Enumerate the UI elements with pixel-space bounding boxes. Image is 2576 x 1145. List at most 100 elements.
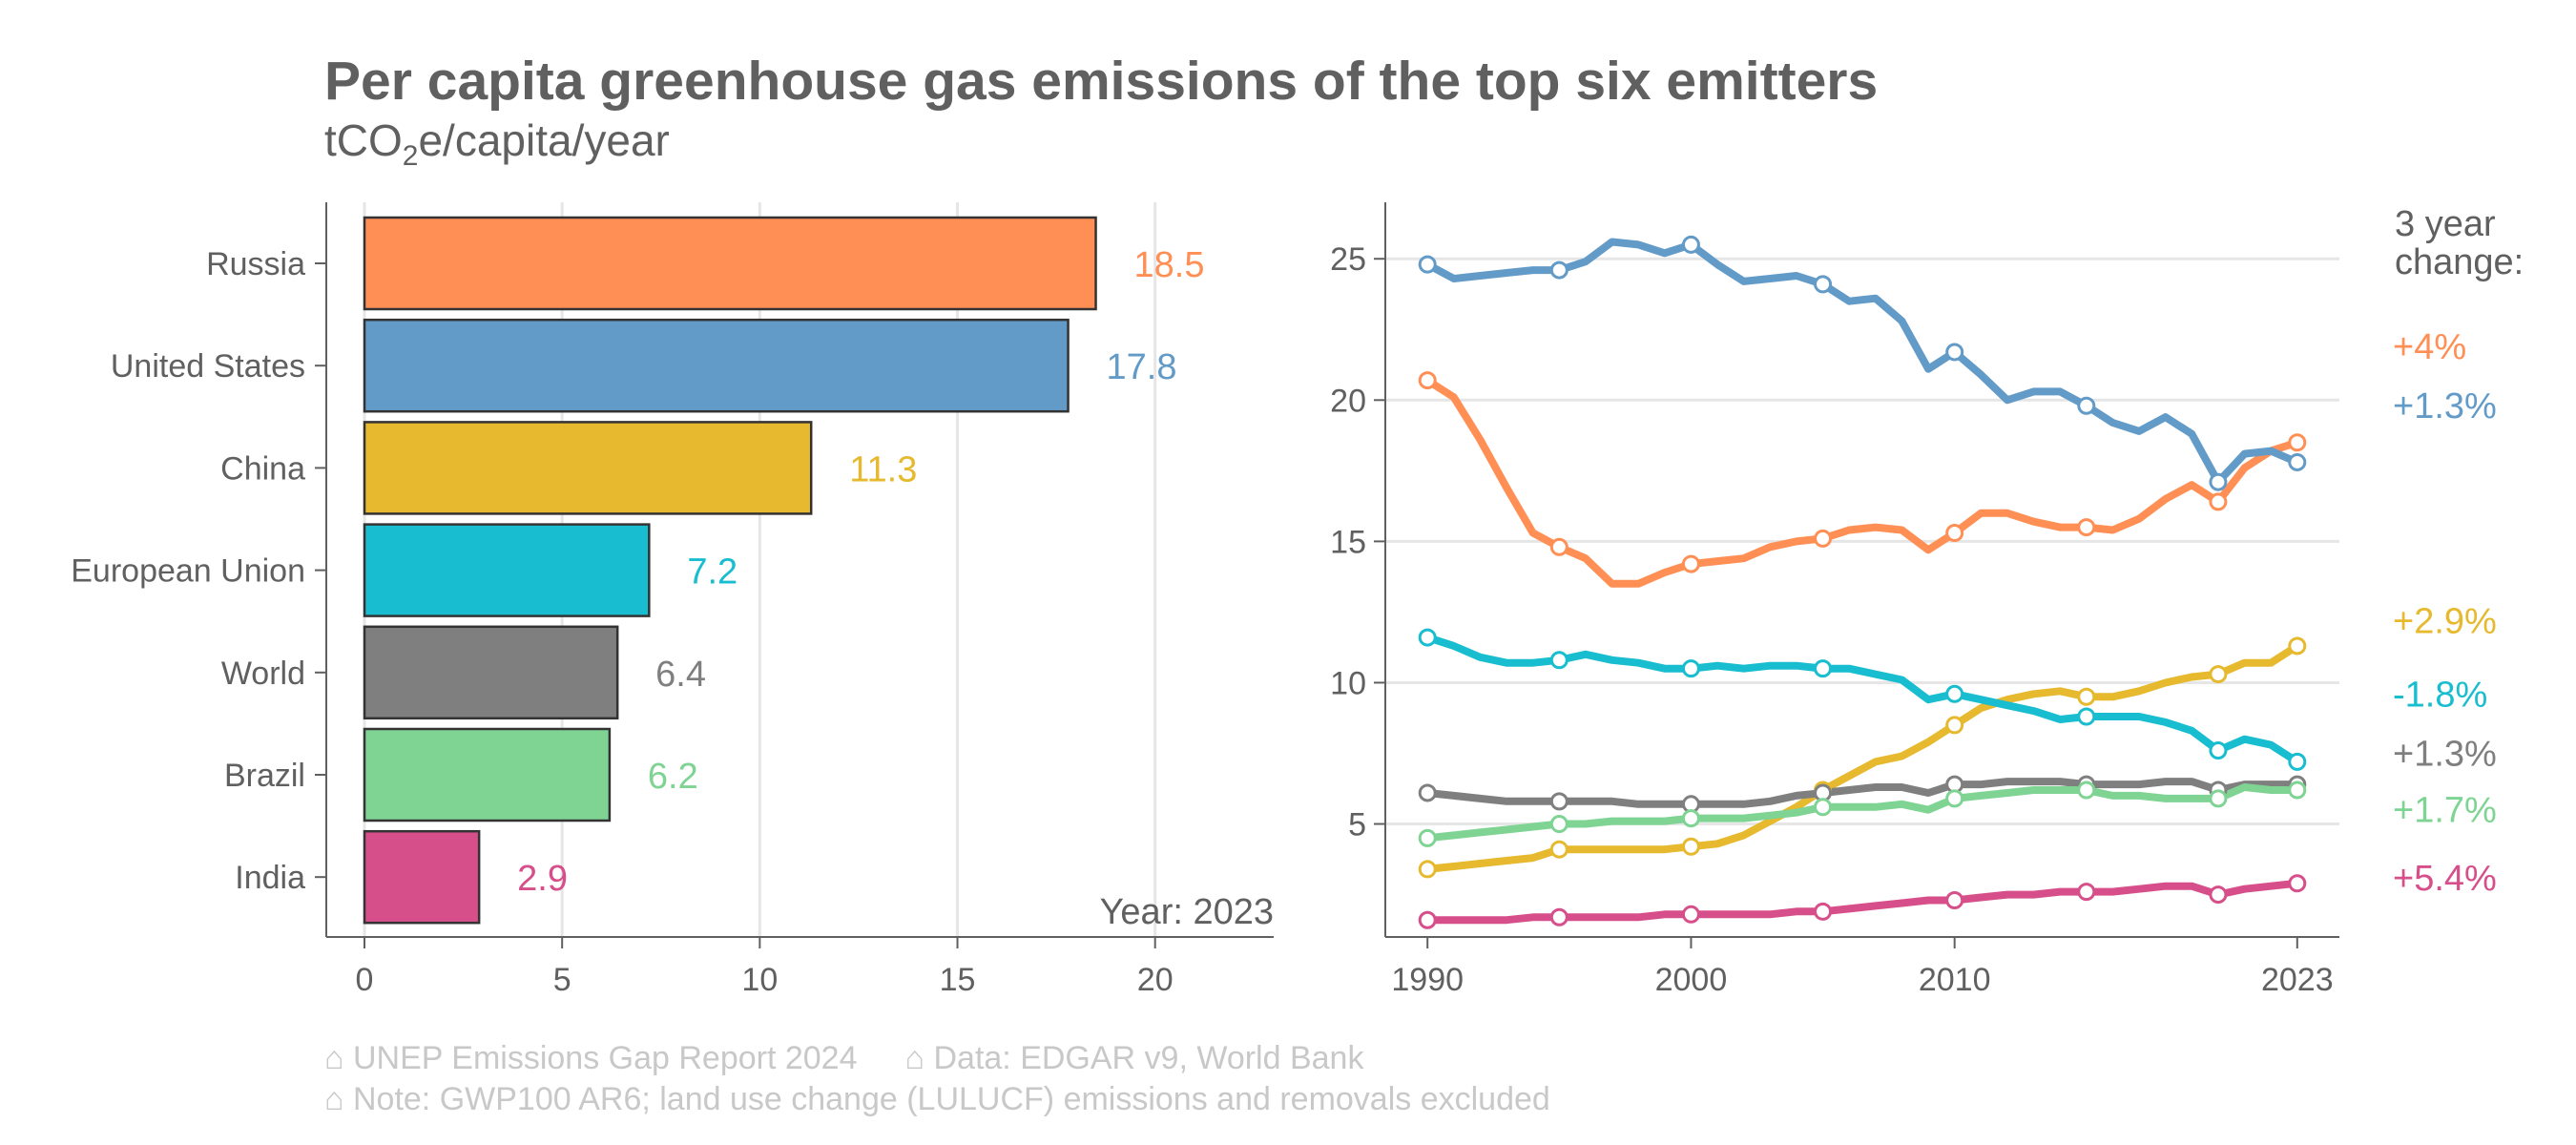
subtitle-suffix: e/capita/year <box>418 115 670 165</box>
x-tick-label: 2023 <box>2261 962 2334 998</box>
chart-subtitle: tCO2e/capita/year <box>324 114 670 173</box>
series-marker-russia <box>1814 529 1833 548</box>
category-label: World <box>221 656 305 692</box>
bar-value-label: 11.3 <box>849 449 917 489</box>
series-marker-brazil <box>1418 828 1437 847</box>
category-label: European Union <box>71 553 305 590</box>
x-tick-label: 10 <box>741 962 778 998</box>
series-marker-russia <box>2288 433 2307 452</box>
subtitle-prefix: tCO <box>324 115 403 165</box>
series-marker-european-union <box>1418 628 1437 647</box>
bar-brazil <box>363 727 612 822</box>
change-label-india: +5.4% <box>2393 859 2497 899</box>
series-marker-european-union <box>2077 707 2096 726</box>
category-label: India <box>235 860 305 896</box>
bar-european-union <box>363 523 651 617</box>
subtitle-subscript: 2 <box>402 140 419 173</box>
change-label-european-union: -1.8% <box>2393 675 2487 715</box>
change-label-china: +2.9% <box>2393 601 2497 641</box>
series-marker-russia <box>1681 554 1700 573</box>
series-marker-china <box>1549 840 1568 859</box>
line-chart-panel: 5 10 15 20 25 1990 2000 2010 2023 +4% +1.3% +2.9% -1… <box>1330 202 2524 998</box>
series-marker-european-union <box>1814 659 1833 678</box>
x-tick-label: 1990 <box>1391 962 1464 998</box>
series-marker-european-union <box>2209 741 2228 760</box>
series-marker-united-states <box>1418 255 1437 274</box>
series-marker-china <box>1418 860 1437 879</box>
x-tick-label: 0 <box>356 962 374 998</box>
series-marker-european-union <box>1681 659 1700 678</box>
x-tick-label: 2000 <box>1655 962 1728 998</box>
y-tick-label: 5 <box>1348 807 1366 843</box>
change-legend-title: change: <box>2395 242 2524 282</box>
footer-data: ⌂ Data: EDGAR v9, World Bank <box>904 1040 1364 1076</box>
series-marker-united-states <box>1814 275 1833 294</box>
series-marker-russia <box>1549 537 1568 556</box>
series-marker-united-states <box>2077 396 2096 415</box>
category-label: China <box>220 450 305 487</box>
y-tick-label: 25 <box>1330 241 1366 278</box>
bar-value-label: 17.8 <box>1107 347 1177 387</box>
series-marker-china <box>2209 665 2228 684</box>
series-line-world <box>1423 778 2301 808</box>
series-line-china <box>1423 642 2301 873</box>
change-legend-title: 3 year <box>2395 204 2496 244</box>
series-marker-china <box>2077 687 2096 706</box>
footer-note: ⌂ Note: GWP100 AR6; land use change (LUL… <box>324 1081 1550 1117</box>
series-line-united-states <box>1423 238 2301 487</box>
series-marker-united-states <box>1945 343 1964 362</box>
x-tick-label: 20 <box>1137 962 1174 998</box>
series-marker-brazil <box>1681 809 1700 828</box>
x-tick-label: 15 <box>940 962 976 998</box>
series-line-european-union <box>1423 634 2301 766</box>
series-marker-russia <box>2077 518 2096 537</box>
footer-sources: ⌂ UNEP Emissions Gap Report 2024 ⌂ Data: … <box>324 1040 1363 1077</box>
y-tick-label: 10 <box>1330 665 1366 701</box>
series-marker-russia <box>1945 524 1964 542</box>
series-line-russia <box>1423 376 2301 588</box>
series-marker-china <box>1681 837 1700 856</box>
series-marker-united-states <box>2288 452 2307 471</box>
series-marker-india <box>1681 905 1700 924</box>
category-label: Brazil <box>224 758 305 794</box>
x-tick-label: 5 <box>553 962 571 998</box>
x-tick-label: 2010 <box>1919 962 1991 998</box>
change-label-russia: +4% <box>2393 327 2466 367</box>
series-marker-european-union <box>2288 752 2307 771</box>
series-marker-european-union <box>1945 684 1964 703</box>
series-marker-india <box>1418 910 1437 929</box>
series-marker-india <box>1945 891 1964 909</box>
series-marker-brazil <box>2077 781 2096 800</box>
bar-china <box>363 421 813 515</box>
series-marker-china <box>1945 716 1964 735</box>
category-label: United States <box>111 348 305 385</box>
series-marker-brazil <box>2288 781 2307 800</box>
footer-report: ⌂ UNEP Emissions Gap Report 2024 <box>324 1040 858 1076</box>
series-marker-russia <box>2209 492 2228 511</box>
bar-value-label: 6.2 <box>648 757 698 797</box>
category-label: Russia <box>206 246 305 282</box>
series-marker-world <box>1549 792 1568 811</box>
bar-value-label: 2.9 <box>517 859 568 899</box>
series-marker-india <box>1814 902 1833 921</box>
series-marker-brazil <box>2209 789 2228 808</box>
bar-world <box>363 625 619 720</box>
series-marker-india <box>1549 907 1568 926</box>
change-label-united-states: +1.3% <box>2393 386 2497 427</box>
series-marker-united-states <box>1681 235 1700 254</box>
change-label-brazil: +1.7% <box>2393 791 2497 831</box>
series-marker-brazil <box>1549 815 1568 834</box>
series-marker-india <box>2288 874 2307 893</box>
series-marker-brazil <box>1814 798 1833 817</box>
series-marker-european-union <box>1549 651 1568 670</box>
series-line-brazil <box>1423 783 2301 843</box>
bar-value-label: 7.2 <box>687 552 737 593</box>
y-tick-label: 15 <box>1330 524 1366 560</box>
series-line-india <box>1423 879 2301 925</box>
series-marker-russia <box>1418 371 1437 390</box>
chart-title: Per capita greenhouse gas emissions of t… <box>324 51 1879 112</box>
bar-united-states <box>363 318 1070 413</box>
series-marker-brazil <box>1945 789 1964 808</box>
y-tick-label: 20 <box>1330 383 1366 419</box>
